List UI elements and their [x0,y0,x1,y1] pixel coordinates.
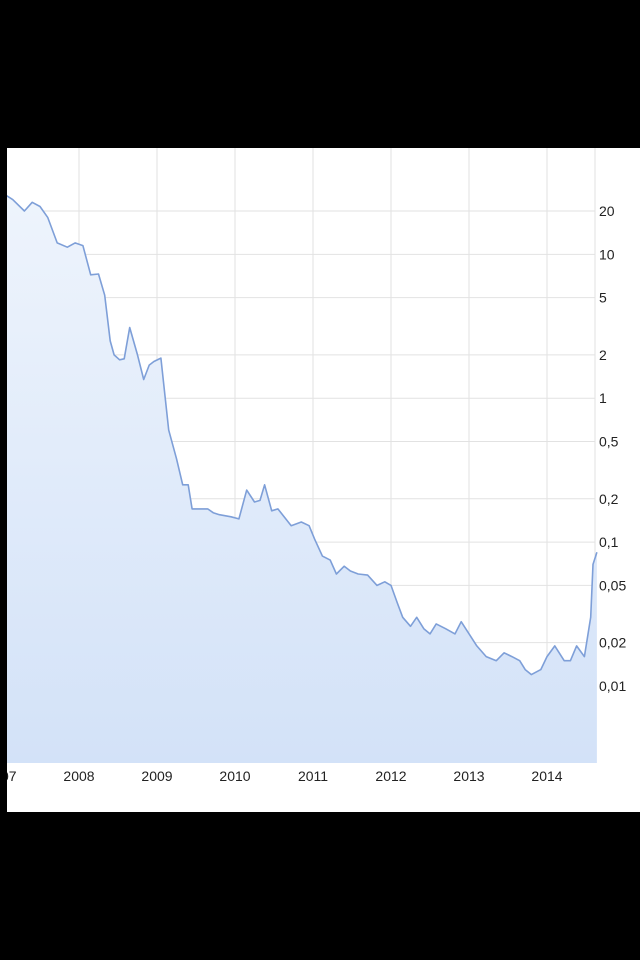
y-tick-label: 10 [599,246,615,262]
y-tick-label: 0,1 [599,534,619,550]
y-tick-label: 0,02 [599,635,626,651]
area-layer [7,195,597,763]
line-layer [7,194,598,676]
x-tick-label: 2011 [298,768,328,784]
x-tick-label: 2012 [375,768,406,784]
y-tick-label: 0,01 [599,678,626,694]
y-tick-label: 5 [599,290,607,306]
y-tick-label: 0,05 [599,577,626,593]
y-tick-label: 20 [599,203,615,219]
x-tick-label: 2007 [7,768,17,784]
x-tick-label: 2009 [141,768,172,784]
y-tick-label: 0,2 [599,491,619,507]
x-tick-label: 2010 [219,768,250,784]
x-axis-labels: 2007 2008 2009 2010 2011 2012 2013 2014 [7,768,563,784]
series-line [7,194,598,676]
y-tick-label: 1 [599,390,607,406]
y-axis-labels: 20 10 5 2 1 0,5 0,2 0,1 0,05 0,02 0,01 [599,203,626,694]
y-tick-label: 2 [599,347,607,363]
x-tick-label: 2008 [63,768,94,784]
x-tick-label: 2014 [531,768,562,784]
x-tick-label: 2013 [453,768,484,784]
series-area [7,195,597,763]
y-tick-label: 0,5 [599,434,619,450]
